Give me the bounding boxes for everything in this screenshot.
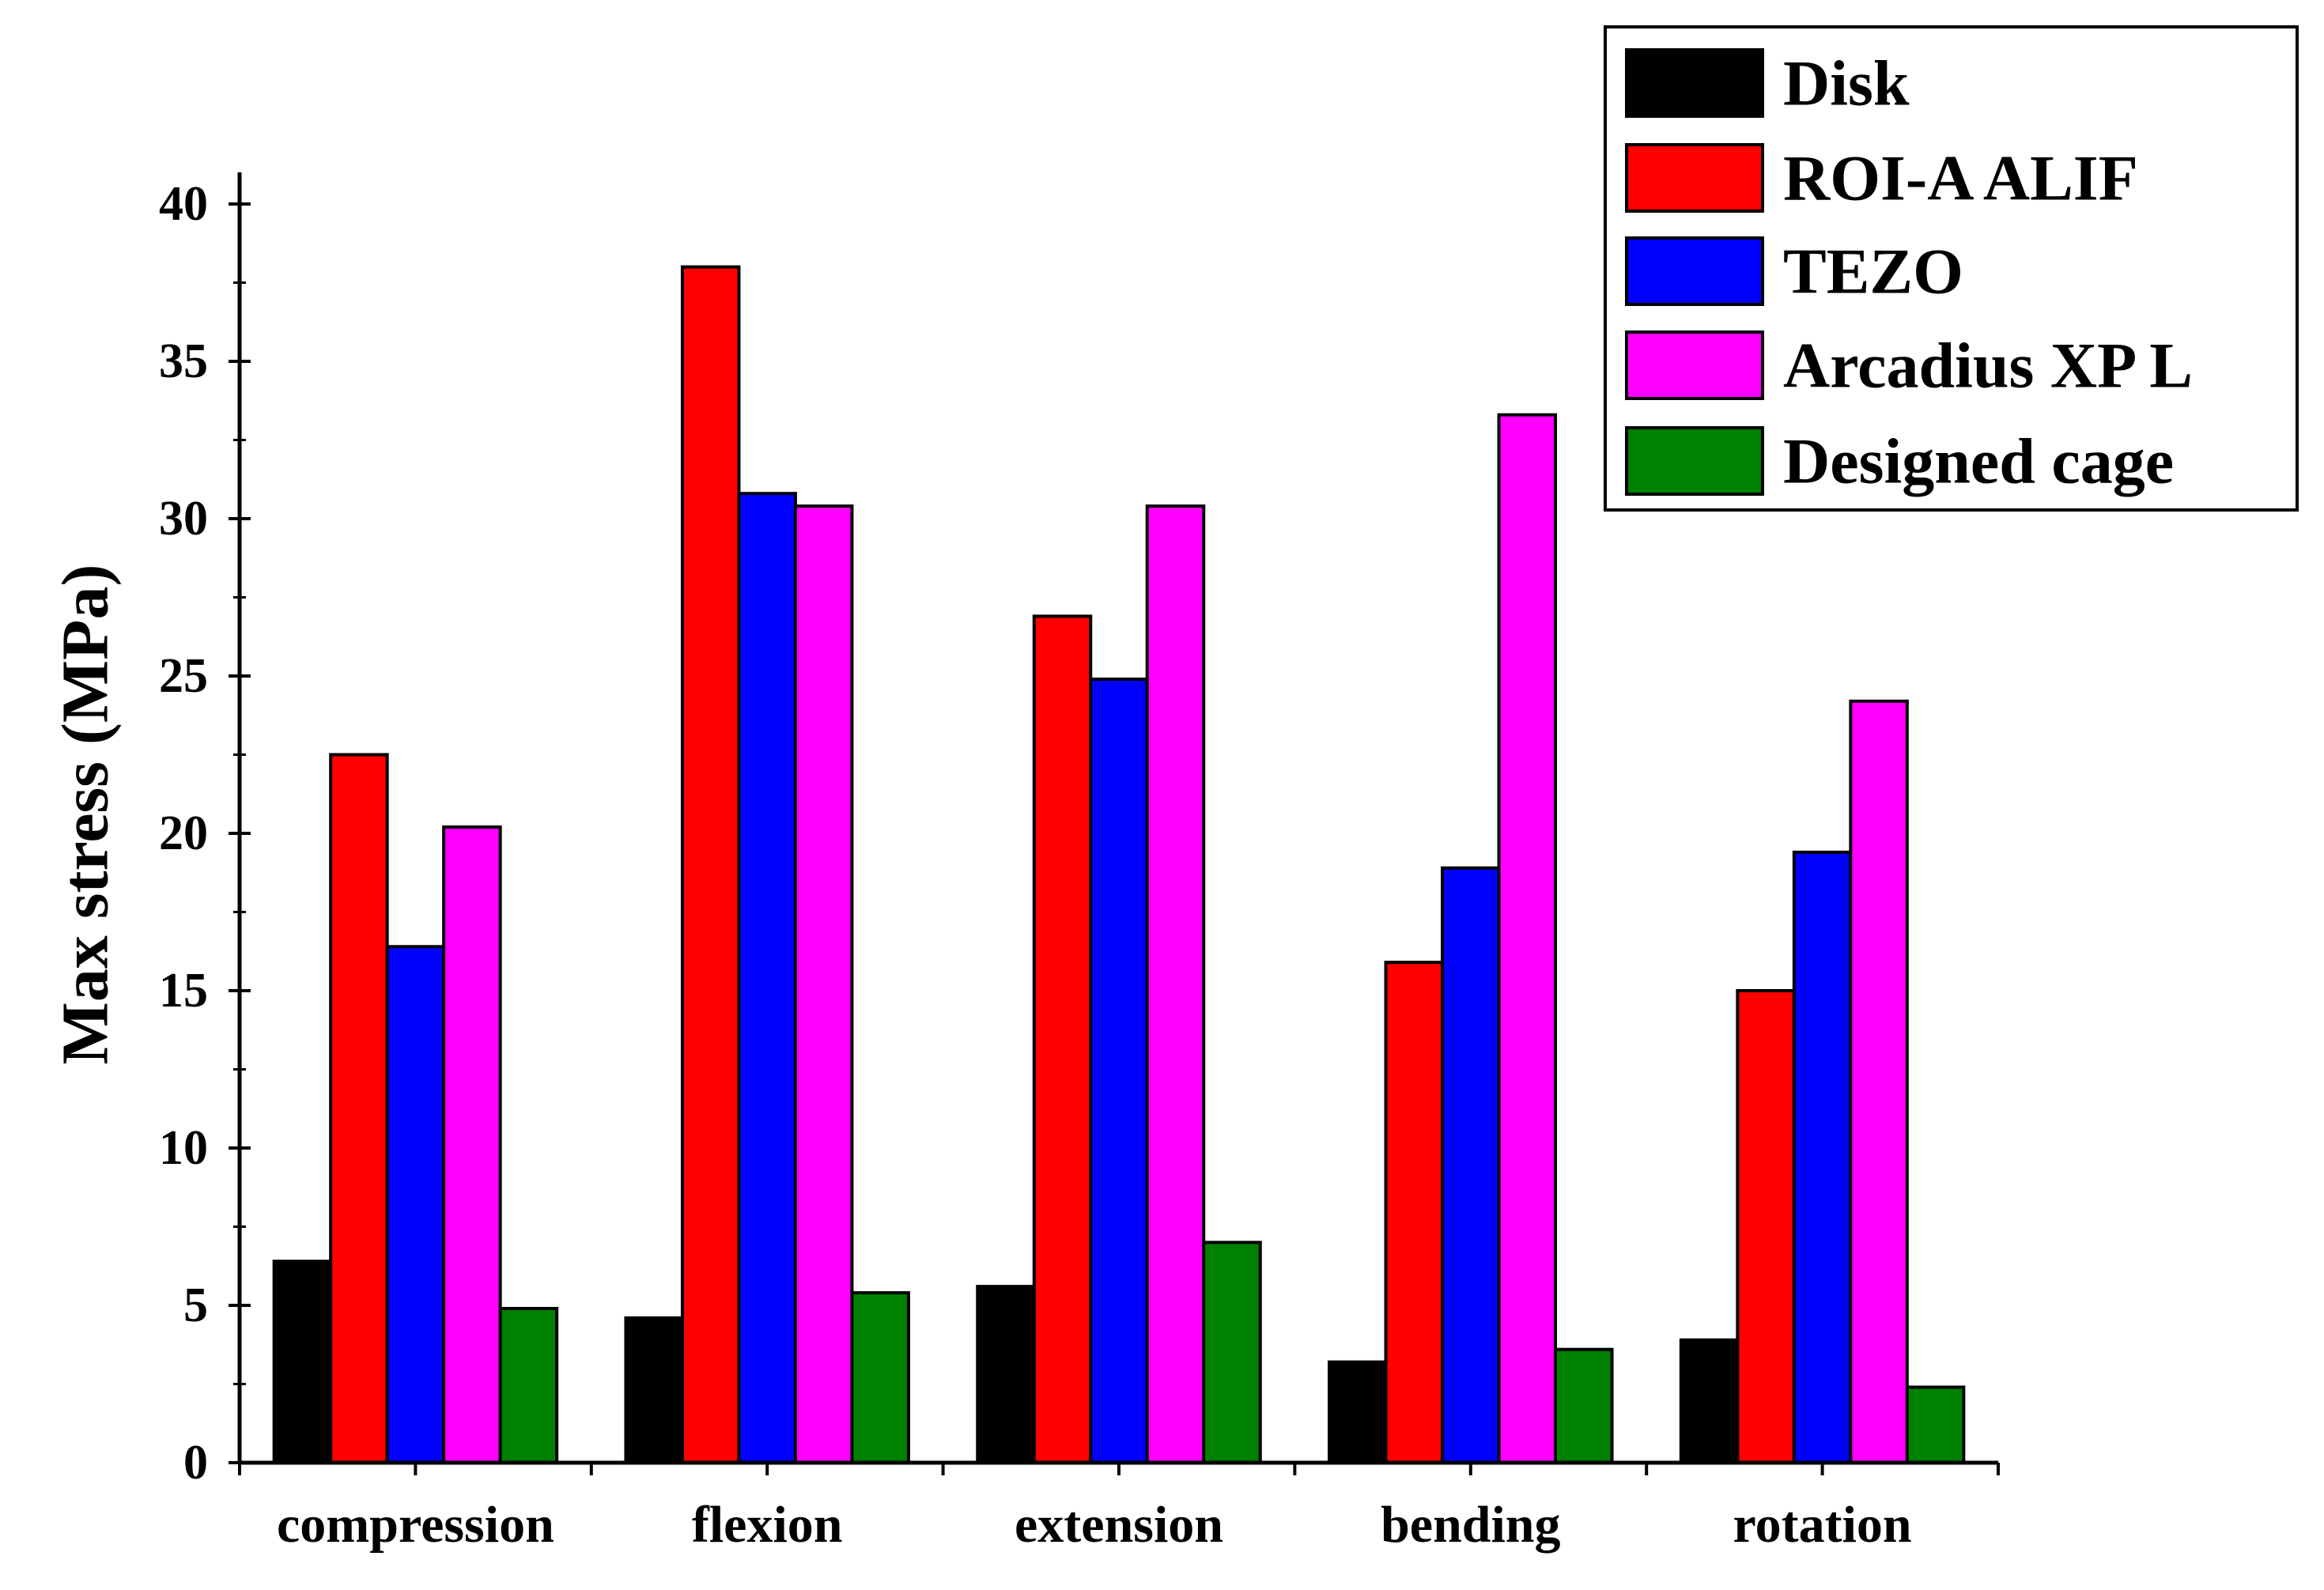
legend-label-roi-a-alif: ROI-A ALIF	[1783, 142, 2138, 214]
y-tick-label: 30	[159, 492, 208, 546]
legend-label-designed-cage: Designed cage	[1783, 425, 2174, 497]
legend-swatch-disk	[1625, 48, 1764, 118]
x-ticks-group: compression flexion extension bending rotati…	[238, 1463, 2000, 1554]
bar-designed-cage-bending	[1554, 1347, 1614, 1464]
bar-tezo-flexion	[737, 492, 797, 1464]
y-tick-label: 5	[183, 1278, 208, 1332]
y-ticks-group: 0 5 10 15 20 25 30 35 40	[159, 177, 251, 1490]
x-tick-label-flexion: flexion	[692, 1496, 843, 1554]
y-tick-label: 10	[159, 1121, 208, 1175]
legend-label-arcadius-xp-l: Arcadius XP L	[1783, 330, 2193, 402]
bar-arcadius-xp-l-flexion	[793, 504, 854, 1465]
y-tick-label: 0	[183, 1436, 208, 1490]
bar-tezo-rotation	[1792, 850, 1853, 1464]
bar-roi-a-alif-compression	[329, 753, 389, 1464]
bar-roi-a-alif-extension	[1032, 614, 1093, 1464]
legend: Disk ROI-A ALIF TEZO Arcadius XP L Designed …	[1604, 25, 2299, 512]
bar-disk-compression	[272, 1260, 333, 1465]
legend-swatch-roi-a-alif	[1625, 143, 1764, 213]
y-tick-label: 25	[159, 649, 208, 703]
y-axis-title: Max stress (MPa)	[49, 565, 123, 1065]
bar-arcadius-xp-l-extension	[1145, 504, 1206, 1465]
legend-swatch-arcadius-xp-l	[1625, 330, 1764, 400]
bar-roi-a-alif-flexion	[680, 265, 741, 1465]
bar-designed-cage-flexion	[850, 1291, 910, 1464]
bar-tezo-compression	[385, 945, 446, 1464]
bar-roi-a-alif-rotation	[1736, 989, 1796, 1464]
y-tick-label: 15	[159, 964, 208, 1018]
bar-arcadius-xp-l-rotation	[1849, 699, 1909, 1464]
x-tick-label-rotation: rotation	[1733, 1496, 1912, 1554]
y-tick-label: 20	[159, 806, 208, 860]
bars-group	[272, 265, 1966, 1465]
bar-roi-a-alif-bending	[1384, 961, 1445, 1465]
y-tick-label: 40	[159, 177, 208, 231]
bar-disk-extension	[976, 1285, 1036, 1464]
legend-swatch-tezo	[1625, 236, 1764, 306]
legend-swatch-designed-cage	[1625, 426, 1764, 496]
bar-disk-rotation	[1679, 1338, 1740, 1465]
x-tick-label-compression: compression	[277, 1496, 554, 1554]
y-tick-label: 35	[159, 334, 208, 388]
x-tick-label-extension: extension	[1015, 1496, 1223, 1554]
bar-designed-cage-rotation	[1905, 1385, 1966, 1464]
bar-tezo-bending	[1441, 866, 1501, 1464]
legend-label-disk: Disk	[1783, 47, 1910, 119]
bar-tezo-extension	[1089, 677, 1149, 1464]
bar-arcadius-xp-l-compression	[442, 825, 502, 1465]
bar-disk-flexion	[624, 1316, 684, 1465]
bar-designed-cage-extension	[1202, 1241, 1262, 1465]
bar-arcadius-xp-l-bending	[1497, 413, 1558, 1464]
legend-label-tezo: TEZO	[1783, 236, 1963, 308]
bar-disk-bending	[1328, 1360, 1388, 1465]
bar-designed-cage-compression	[498, 1306, 559, 1464]
x-tick-label-bending: bending	[1381, 1496, 1560, 1554]
